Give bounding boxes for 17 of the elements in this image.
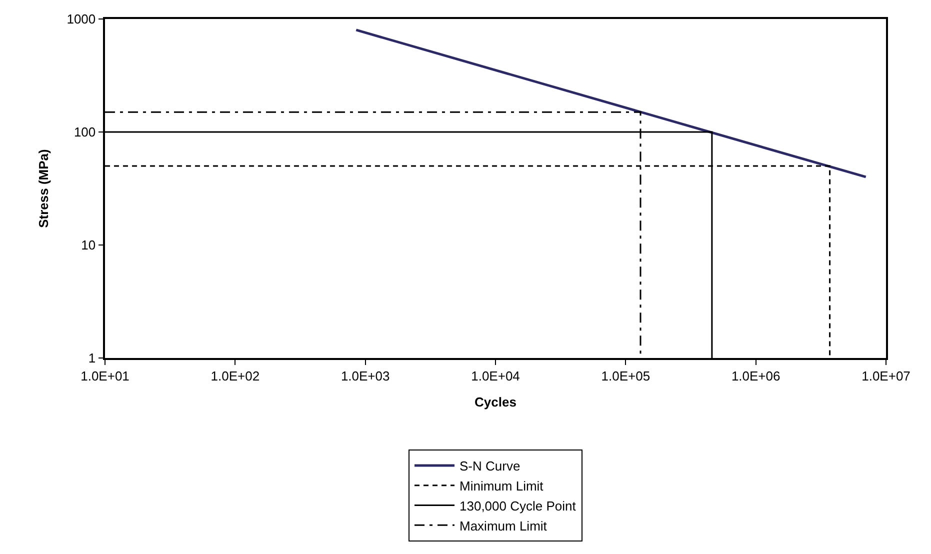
- y-axis-title: Stress (MPa): [36, 149, 52, 228]
- x-tick-label: 1.0E+07: [862, 368, 910, 384]
- y-tick-label: 1000: [66, 12, 96, 27]
- legend-label: 130,000 Cycle Point: [460, 498, 576, 514]
- x-tick-label: 1.0E+05: [601, 368, 650, 384]
- x-tick-label: 1.0E+03: [340, 368, 390, 384]
- x-axis-title: Cycles: [474, 394, 516, 410]
- legend-label: Maximum Limit: [460, 518, 548, 534]
- x-tick-label: 1.0E+01: [80, 368, 130, 384]
- x-tick-label: 1.0E+06: [731, 368, 780, 384]
- legend-label: Minimum Limit: [460, 478, 544, 494]
- y-tick-label: 10: [81, 238, 96, 253]
- x-tick-label: 1.0E+04: [471, 368, 520, 384]
- y-tick-label: 100: [74, 124, 96, 140]
- y-tick-label: 1: [88, 350, 96, 366]
- legend-label: S-N Curve: [460, 458, 520, 474]
- x-tick-label: 1.0E+02: [210, 368, 260, 384]
